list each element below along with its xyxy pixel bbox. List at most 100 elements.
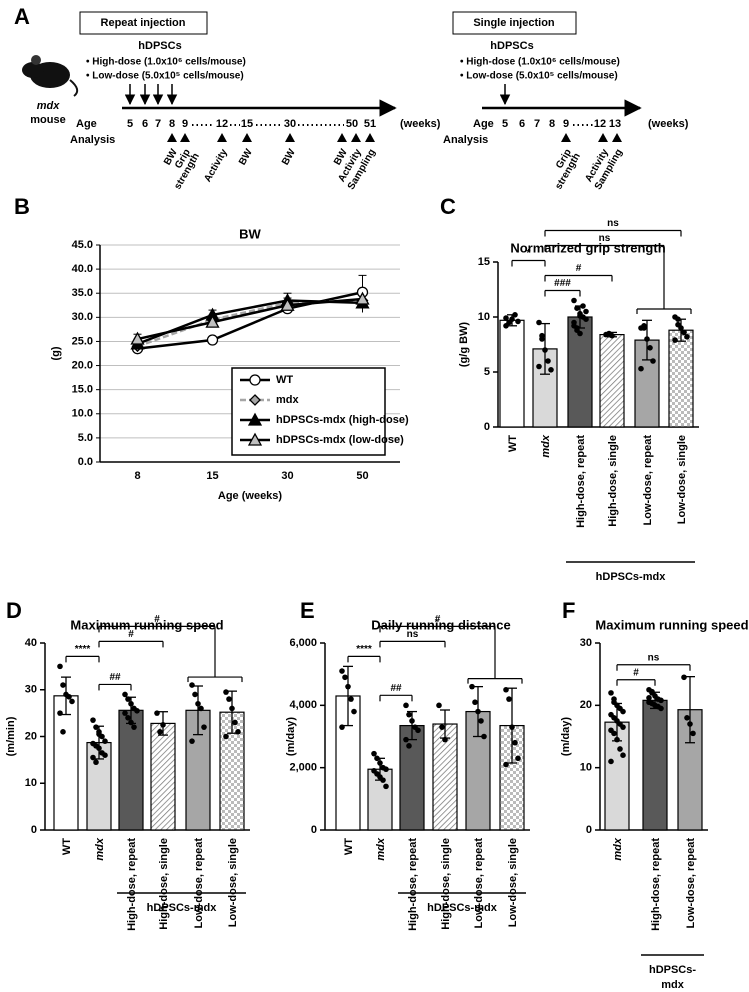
week: 5	[127, 118, 133, 130]
cells: hDPSCs	[490, 40, 533, 52]
weeks-unit: (weeks)	[400, 118, 441, 130]
bar	[668, 329, 694, 428]
repeat-box	[79, 11, 208, 35]
data-point	[469, 683, 475, 690]
data-point	[472, 699, 478, 706]
group-label: hDPSCs-mdx	[427, 902, 498, 914]
y-tick-label: 40.0	[72, 263, 93, 275]
y-tick-label: 20	[580, 699, 592, 711]
week: 51	[364, 118, 376, 130]
week: 9	[182, 118, 188, 130]
legend-marker	[247, 412, 263, 426]
y-tick-label: 20	[25, 730, 37, 742]
data-point	[681, 329, 687, 336]
group-label: hDPSCs-mdx	[147, 902, 218, 914]
x-tick-label: High-dose, single	[607, 435, 619, 527]
data-point	[571, 297, 577, 304]
data-point	[658, 697, 664, 704]
data-point	[122, 710, 128, 716]
y-tick-label: 0	[31, 824, 37, 836]
data-point	[102, 738, 108, 744]
data-point	[539, 336, 545, 342]
y-tick-label: 2,000	[289, 762, 317, 774]
y-tick-label: 25.0	[72, 335, 93, 347]
y-tick-label: 20.0	[72, 359, 93, 371]
point	[280, 297, 295, 311]
week: 8	[169, 118, 175, 130]
y-tick-label: 6,000	[289, 637, 317, 649]
legend-marker	[249, 374, 261, 386]
y-tick-label: 10	[25, 777, 37, 789]
data-point	[583, 316, 589, 323]
point	[355, 291, 370, 305]
data-point	[157, 729, 163, 735]
week: 15	[241, 118, 253, 130]
panel-label: A	[14, 4, 30, 29]
x-tick-label: mdx	[375, 837, 387, 861]
data-point	[226, 696, 232, 702]
group-label: hDPSCs-mdx	[596, 571, 667, 583]
chart-title: Maximum running speed	[70, 617, 223, 632]
data-point	[348, 696, 354, 702]
data-point	[102, 752, 108, 758]
significance-label: ns	[648, 652, 660, 663]
week: 9	[563, 118, 569, 130]
y-tick-label: 10.0	[72, 408, 93, 420]
y-tick-label: 35.0	[72, 287, 93, 299]
event-marker	[365, 133, 375, 142]
x-tick-label: Low-dose, single	[676, 435, 688, 524]
data-point	[93, 759, 99, 766]
data-point	[189, 738, 195, 744]
significance-label: ##	[109, 672, 121, 683]
week: 7	[534, 118, 540, 130]
data-point	[125, 715, 131, 721]
x-tick-label: High-dose, single	[158, 838, 170, 930]
dose: • High-dose (1.0x10⁶ cells/mouse)	[86, 57, 246, 68]
event-label: BW	[237, 147, 255, 167]
data-point	[351, 708, 357, 715]
data-point	[515, 755, 521, 762]
week: 12	[594, 118, 606, 130]
x-tick-label: High-dose, repeat	[575, 435, 587, 528]
y-tick-label: 0	[586, 824, 592, 836]
legend-label: hDPSCs-mdx (low-dose)	[276, 434, 404, 446]
point	[130, 331, 145, 345]
chart-title: BW	[239, 226, 261, 241]
event-marker	[337, 133, 347, 142]
y-tick-label: 0	[311, 824, 317, 836]
analysis-label: Analysis	[443, 134, 488, 146]
y-tick-label: 0.0	[78, 456, 93, 468]
event-marker	[285, 133, 295, 142]
significance-label: ##	[390, 683, 402, 694]
data-point	[536, 363, 542, 370]
event-marker	[167, 133, 177, 142]
data-point	[574, 327, 580, 334]
significance-label: #	[633, 667, 639, 678]
data-point	[617, 746, 623, 752]
week: 30	[284, 118, 296, 130]
data-point	[512, 739, 518, 746]
y-tick-label: 30	[25, 684, 37, 696]
x-tick-label: Low-dose, repeat	[642, 435, 654, 526]
week: 5	[502, 118, 508, 130]
protocol-title: Single injection	[473, 17, 555, 29]
y-axis-label: (g/g BW)	[458, 322, 470, 368]
x-tick-label: High-dose, repeat	[650, 838, 662, 931]
weeks-unit: (weeks)	[648, 118, 689, 130]
data-point	[536, 319, 542, 326]
bar	[399, 724, 425, 831]
data-point	[198, 705, 204, 712]
x-tick-label: WT	[507, 435, 519, 452]
data-point	[415, 727, 421, 734]
y-tick-label: 30	[580, 637, 592, 649]
y-axis-label: (m/min)	[5, 716, 17, 756]
event-marker	[180, 133, 190, 142]
significance-label: ###	[554, 278, 571, 289]
data-point	[650, 358, 656, 364]
data-point	[189, 682, 195, 688]
y-tick-label: 15.0	[72, 384, 93, 396]
x-tick-label: Low-dose, repeat	[473, 838, 485, 929]
data-point	[658, 705, 664, 712]
event-label: BW	[280, 147, 298, 167]
data-point	[646, 695, 652, 701]
